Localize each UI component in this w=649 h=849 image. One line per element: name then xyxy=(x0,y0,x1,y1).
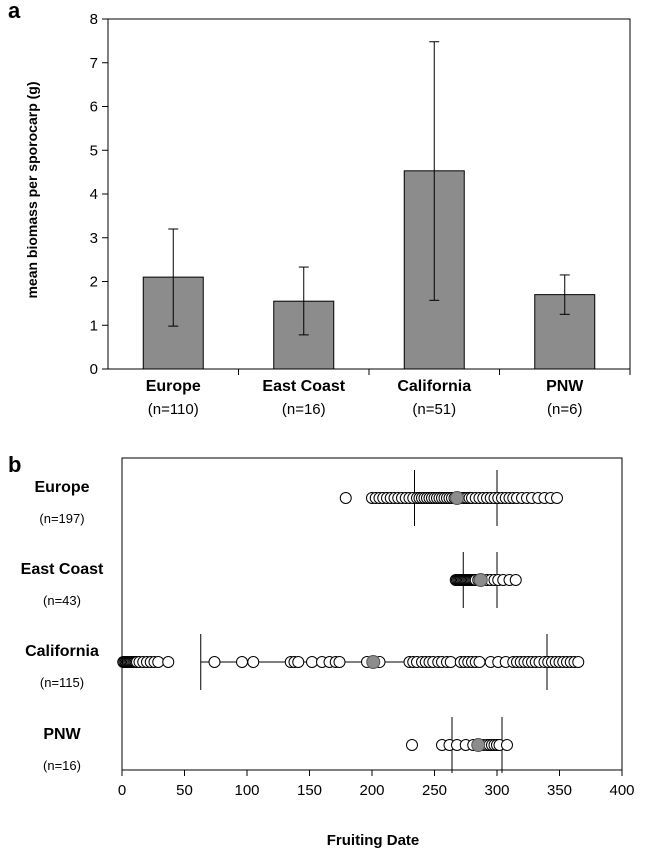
panel-a-bars xyxy=(142,41,631,375)
category-count: (n=16) xyxy=(282,401,326,418)
panel-b-rows: Europe (n=197) East Coast (n=43) California (… xyxy=(21,470,585,773)
data-point xyxy=(247,656,260,668)
y-tick-label: 7 xyxy=(90,55,98,72)
row-count: (n=16) xyxy=(43,758,81,773)
row-count: (n=115) xyxy=(40,675,84,690)
category-label: Europe xyxy=(146,378,201,395)
row-label: East Coast xyxy=(21,561,104,578)
mean-point xyxy=(471,738,486,752)
panel-b-plot-frame xyxy=(121,457,623,771)
x-tick-label: 50 xyxy=(176,782,193,799)
panel-letter-a: a xyxy=(8,0,21,23)
data-point xyxy=(152,656,165,668)
x-tick-label: 300 xyxy=(484,782,509,799)
panel-a-plot-frame xyxy=(107,18,631,370)
mean-point xyxy=(473,573,488,587)
mean-point xyxy=(450,491,464,505)
data-point xyxy=(339,492,352,504)
category-count: (n=6) xyxy=(547,401,582,418)
row-europe: Europe (n=197) xyxy=(34,470,563,526)
y-tick-label: 5 xyxy=(90,142,98,159)
data-point xyxy=(208,656,221,668)
category-label: California xyxy=(397,378,471,395)
data-point xyxy=(333,656,346,668)
y-tick-label: 8 xyxy=(90,11,98,28)
category-label: East Coast xyxy=(262,378,345,395)
panel-b-x-axis-label: Fruiting Date xyxy=(327,832,420,849)
data-point xyxy=(292,656,305,668)
panel-a-y-axis-label: mean biomass per sporocarp (g) xyxy=(24,81,40,298)
x-tick-label: 400 xyxy=(609,782,634,799)
data-point xyxy=(551,492,563,504)
panel-a-category-labels: Europe (n=110) East Coast (n=16) California (… xyxy=(146,378,585,418)
category-label: PNW xyxy=(546,378,584,395)
row-label: Europe xyxy=(34,479,89,496)
x-tick-label: 0 xyxy=(118,782,126,799)
x-tick-label: 200 xyxy=(359,782,384,799)
data-point xyxy=(444,656,457,668)
row-pnw: PNW (n=16) xyxy=(43,717,513,773)
row-label: PNW xyxy=(43,726,81,743)
y-tick-label: 4 xyxy=(90,186,98,203)
panel-b-scatter-chart: b Europe (n=197) East Coast (n=43) Californi… xyxy=(8,452,635,849)
category-count: (n=51) xyxy=(412,401,456,418)
x-tick-label: 150 xyxy=(297,782,322,799)
x-tick-label: 250 xyxy=(422,782,447,799)
y-tick-label: 2 xyxy=(90,274,98,291)
panel-a-y-ticks: 0 1 2 3 4 5 6 7 8 xyxy=(90,11,108,378)
data-point xyxy=(572,656,585,668)
row-count: (n=43) xyxy=(43,593,81,608)
row-california: California (n=115) xyxy=(25,634,585,690)
y-tick-label: 3 xyxy=(90,230,98,247)
panel-b-x-ticks: 0 50 100 150 200 250 300 350 400 xyxy=(118,770,635,799)
data-point xyxy=(406,739,418,751)
data-point xyxy=(162,656,175,668)
data-point xyxy=(473,656,486,668)
data-point xyxy=(509,574,522,586)
data-point xyxy=(306,656,318,668)
row-label: California xyxy=(25,643,99,660)
category-count: (n=110) xyxy=(148,401,199,418)
panel-a-bar-chart: a mean biomass per sporocarp (g) 0 1 2 3 4 5 6… xyxy=(8,0,631,418)
row-count: (n=197) xyxy=(39,511,84,526)
mean-point xyxy=(366,655,381,669)
row-east-coast: East Coast (n=43) xyxy=(21,552,522,608)
y-tick-label: 1 xyxy=(90,317,98,334)
panel-letter-b: b xyxy=(8,452,21,477)
y-tick-label: 0 xyxy=(90,361,98,378)
x-tick-label: 350 xyxy=(547,782,572,799)
data-point xyxy=(236,656,248,668)
x-tick-label: 100 xyxy=(234,782,259,799)
y-tick-label: 6 xyxy=(90,99,98,116)
data-point xyxy=(501,739,513,751)
